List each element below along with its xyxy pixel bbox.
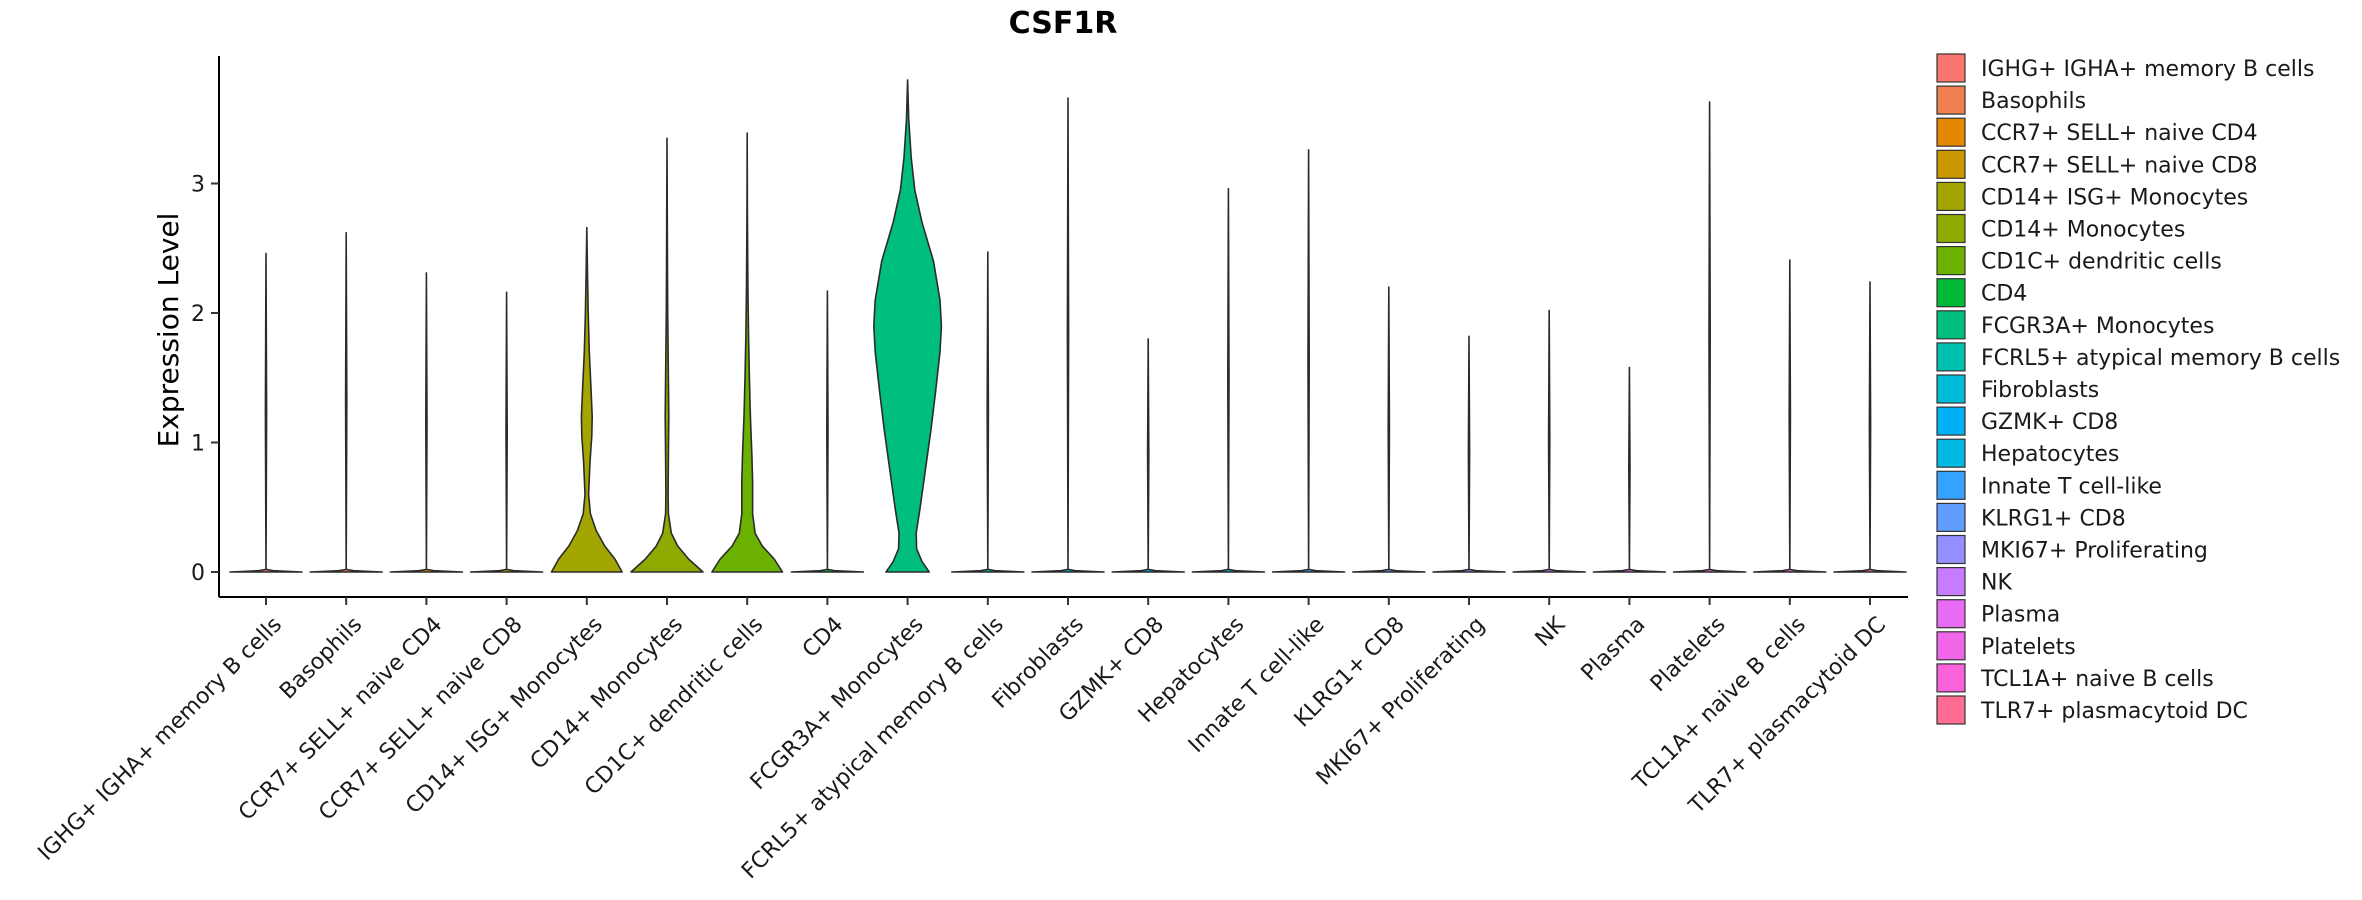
legend-swatch <box>1936 117 1966 147</box>
violin-12 <box>1111 338 1185 573</box>
legend-swatch <box>1936 695 1966 725</box>
violin-16 <box>1432 335 1506 573</box>
chart-title: CSF1R <box>1009 6 1118 41</box>
legend-swatch <box>1936 342 1966 372</box>
legend-label: CD4 <box>1981 282 2027 307</box>
violin-21 <box>1833 281 1907 573</box>
y-axis-label: Expression Level <box>152 213 185 448</box>
legend-swatch <box>1936 566 1966 597</box>
legend-label: CD14+ ISG+ Monocytes <box>1981 185 2248 210</box>
legend-label: FCGR3A+ Monocytes <box>1981 314 2214 339</box>
legend-label: GZMK+ CD8 <box>1981 410 2118 435</box>
violin-18 <box>1592 366 1667 573</box>
violin-7 <box>711 132 784 573</box>
violin-19 <box>1672 101 1747 573</box>
violin-3 <box>389 272 464 573</box>
violin-6 <box>630 137 704 573</box>
legend-swatch <box>1936 149 1966 179</box>
legend-label: Plasma <box>1981 603 2060 628</box>
legend-swatch <box>1936 278 1966 308</box>
legend-swatch <box>1936 406 1966 436</box>
x-tick-label: CD4 <box>798 612 848 662</box>
legend-label: FCRL5+ atypical memory B cells <box>1981 346 2340 371</box>
violin-9 <box>873 79 943 573</box>
x-tick-label: NK <box>1531 612 1571 652</box>
legend-label: Basophils <box>1981 89 2086 114</box>
legend-swatch <box>1936 213 1966 244</box>
legend-label: CCR7+ SELL+ naive CD8 <box>1981 153 2258 178</box>
legend-swatch <box>1936 374 1966 404</box>
x-tick-label: MKI67+ Proliferating <box>1312 612 1490 790</box>
y-tick-label: 0 <box>191 561 205 586</box>
legend-swatch <box>1936 181 1966 211</box>
legend-swatch <box>1936 470 1966 500</box>
x-tick-label: Plasma <box>1577 612 1651 686</box>
legend-label: TLR7+ plasmacytoid DC <box>1980 699 2248 724</box>
x-tick-label: IGHG+ IGHA+ memory B cells <box>34 612 287 865</box>
legend-swatch <box>1936 663 1966 693</box>
violin-20 <box>1753 259 1827 573</box>
y-tick-label: 2 <box>191 302 205 327</box>
y-tick-label: 1 <box>191 432 205 457</box>
violin-4 <box>469 291 544 573</box>
y-tick-label: 3 <box>191 173 205 198</box>
legend-swatch <box>1936 53 1966 83</box>
legend-label: CD14+ Monocytes <box>1981 218 2185 243</box>
legend-label: Platelets <box>1981 635 2076 660</box>
violin-1 <box>229 252 303 573</box>
violin-11 <box>1031 97 1105 573</box>
violin-14 <box>1271 149 1346 573</box>
legend-label: Innate T cell-like <box>1981 474 2162 499</box>
violin-15 <box>1352 286 1426 573</box>
legend-label: NK <box>1981 571 2012 596</box>
legend-swatch <box>1936 534 1966 565</box>
legend: IGHG+ IGHA+ memory B cells Basophils CCR7+… <box>1936 53 2340 725</box>
legend-swatch <box>1936 246 1966 276</box>
violin-17 <box>1512 309 1586 573</box>
violin-13 <box>1191 187 1266 573</box>
legend-label: Fibroblasts <box>1981 378 2099 403</box>
violin-10 <box>951 251 1025 573</box>
legend-label: Hepatocytes <box>1981 442 2119 467</box>
legend-swatch <box>1936 599 1966 629</box>
legend-label: CD1C+ dendritic cells <box>1981 250 2222 275</box>
legend-swatch <box>1936 631 1966 661</box>
legend-swatch <box>1936 438 1966 468</box>
x-tick-label: CD14+ Monocytes <box>526 612 688 774</box>
x-tick-label: Innate T cell-like <box>1184 612 1330 758</box>
violin-8 <box>790 290 865 573</box>
legend-swatch <box>1936 502 1966 532</box>
violin-2 <box>309 231 383 573</box>
violin-5 <box>550 226 623 573</box>
x-tick-label: Platelets <box>1646 612 1731 697</box>
legend-swatch <box>1936 310 1966 340</box>
legend-label: MKI67+ Proliferating <box>1981 539 2208 564</box>
legend-label: CCR7+ SELL+ naive CD4 <box>1981 121 2258 146</box>
legend-label: KLRG1+ CD8 <box>1981 506 2126 531</box>
legend-label: TCL1A+ naive B cells <box>1980 667 2214 692</box>
legend-label: IGHG+ IGHA+ memory B cells <box>1981 57 2314 82</box>
legend-swatch <box>1936 85 1966 115</box>
